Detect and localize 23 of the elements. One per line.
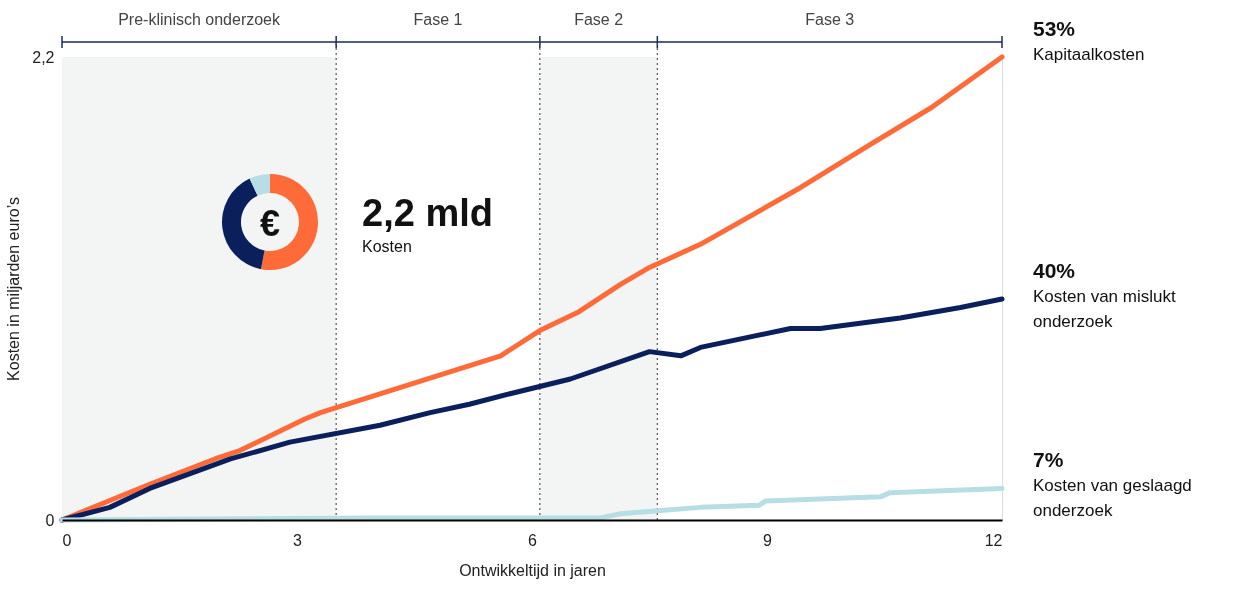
x-tick-label: 12 — [984, 531, 1003, 549]
text: 7% — [1033, 448, 1064, 472]
x-tick-label: 9 — [763, 531, 773, 549]
x-tick-label: 6 — [528, 531, 538, 549]
band-label: Fase 3 — [805, 11, 855, 28]
donut-slice — [261, 174, 318, 270]
y-axis-title: Kosten in miljarden euro’s — [5, 197, 23, 381]
donut-slice — [249, 174, 270, 196]
series-label: Kapitaalkosten — [1033, 45, 1145, 64]
annotation: Kosten — [362, 238, 412, 255]
text: 53% — [1033, 17, 1076, 40]
series-label: Kosten van geslaagd onderzoek — [1033, 476, 1192, 521]
x-tick-label: 0 — [62, 531, 72, 549]
series-label: Kosten van mislukt onderzoek — [1033, 287, 1176, 332]
annotation: 2,2 mld — [362, 192, 493, 234]
x-tick-label: 3 — [293, 531, 303, 549]
band-label: Fase 1 — [413, 11, 463, 28]
annotation: € — [259, 203, 281, 244]
band-label: Pre-klinisch onderzoek — [118, 11, 282, 28]
x-axis-title: Ontwikkeltijd in jaren — [459, 561, 606, 579]
y-tick-label: 2,2 — [32, 48, 55, 66]
text: 40% — [1033, 259, 1076, 283]
band-label: Fase 2 — [574, 11, 624, 28]
